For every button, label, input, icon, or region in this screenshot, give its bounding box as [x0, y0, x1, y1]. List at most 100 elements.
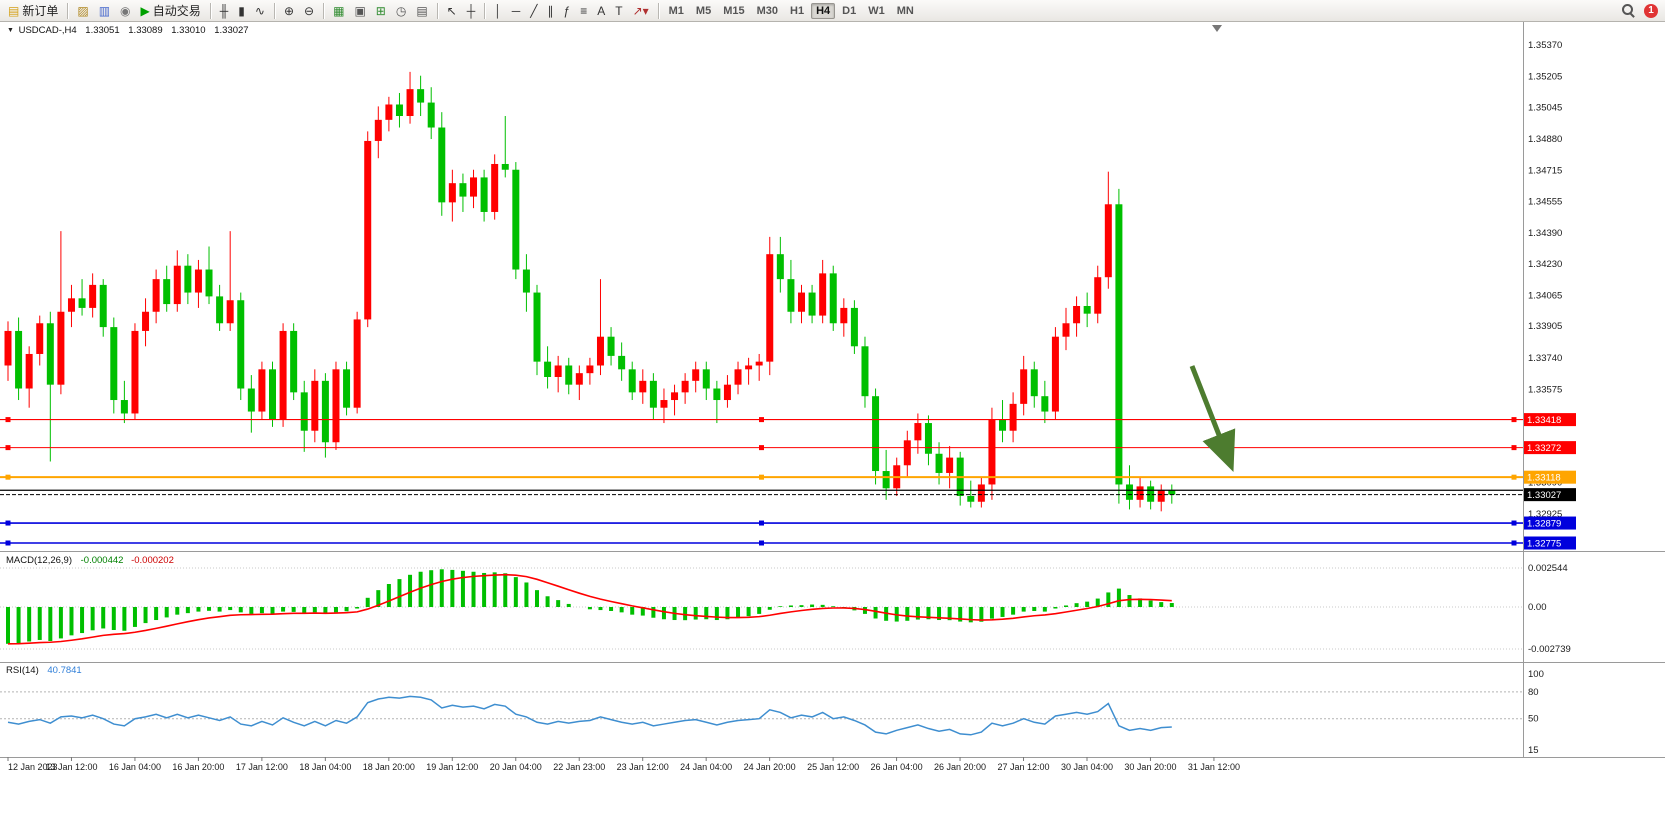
new-order-button-label: 新订单 [22, 4, 59, 18]
candlestick-chart-button[interactable]: ▮ [233, 0, 250, 21]
timeframe-m15-button[interactable]: M15 [723, 4, 745, 17]
chart-shift-marker [1212, 25, 1222, 32]
svg-text:27 Jan 12:00: 27 Jan 12:00 [997, 762, 1049, 772]
svg-text:20 Jan 04:00: 20 Jan 04:00 [490, 762, 542, 772]
line-handle[interactable] [1511, 520, 1517, 526]
rsi-name: RSI(14) [6, 665, 39, 676]
search-icon[interactable] [1621, 3, 1636, 18]
toolbar-separator [436, 2, 438, 19]
cursor-button[interactable]: ↖ [442, 0, 462, 21]
line-handle[interactable] [5, 540, 11, 546]
horizontal-line[interactable] [0, 417, 1523, 423]
horizontal-line-button[interactable]: ─ [507, 0, 526, 21]
channel-button[interactable]: ∥ [543, 0, 559, 21]
svg-text:-0.002739: -0.002739 [1528, 644, 1571, 655]
line-handle[interactable] [1511, 540, 1517, 546]
timeframe-d1-button[interactable]: D1 [842, 4, 857, 17]
svg-text:1.34230: 1.34230 [1528, 259, 1562, 270]
indicators-button[interactable]: ⊞ [371, 0, 391, 21]
line-handle[interactable] [759, 520, 764, 526]
vertical-line-button[interactable]: │ [489, 0, 507, 21]
cursor-icon: ↖ [446, 3, 457, 18]
crosshair-button[interactable]: ┼ [462, 0, 481, 21]
candles [4, 71, 1176, 512]
line-handle[interactable] [1511, 474, 1517, 480]
vertical-line-icon: │ [494, 3, 502, 18]
line-handle[interactable] [1511, 417, 1517, 423]
svg-text:18 Jan 04:00: 18 Jan 04:00 [299, 762, 351, 772]
indicators-icon: ⊞ [375, 3, 386, 18]
line-handle[interactable] [5, 417, 11, 423]
arrows-button[interactable]: ↗▾ [628, 0, 654, 21]
timeframe-mn-button[interactable]: MN [896, 4, 914, 17]
notification-badge[interactable]: 1 [1644, 3, 1658, 18]
layouts-button[interactable]: ▨ [72, 0, 93, 21]
horizontal-line[interactable] [0, 445, 1523, 451]
tile-windows-button[interactable]: ▦ [328, 0, 349, 21]
timeframe-m30-button[interactable]: M30 [756, 4, 779, 17]
down-arrow-annotation[interactable] [1189, 365, 1236, 472]
svg-text:1.35045: 1.35045 [1528, 102, 1562, 113]
fibonacci-button[interactable]: ƒ [559, 0, 576, 21]
line-handle[interactable] [759, 445, 764, 451]
channel-icon: ∥ [547, 3, 554, 18]
templates-button[interactable]: ▤ [411, 0, 432, 21]
navigator-icon: ◉ [120, 3, 131, 18]
horizontal-line[interactable] [0, 474, 1523, 480]
line-handle[interactable] [5, 520, 11, 526]
timeframe-h1-button[interactable]: H1 [790, 4, 805, 17]
new-order-button[interactable]: ▤ 新订单 [3, 0, 63, 21]
label-icon: T [615, 3, 623, 18]
svg-text:1.32775: 1.32775 [1527, 539, 1561, 550]
svg-text:0.00: 0.00 [1528, 602, 1547, 613]
navigator-button[interactable]: ◉ [115, 0, 135, 21]
trendline-button[interactable]: ╱ [525, 0, 542, 21]
horizontal-line[interactable] [0, 540, 1523, 546]
line-chart-button[interactable]: ∿ [250, 0, 270, 21]
new-chart-icon: ▣ [354, 3, 366, 18]
timeframe-w1-button[interactable]: W1 [868, 4, 885, 17]
svg-text:1.34715: 1.34715 [1528, 166, 1562, 177]
svg-text:1.32925: 1.32925 [1528, 509, 1562, 520]
timeframe-m1-button[interactable]: M1 [668, 4, 684, 17]
toolbar-separator [209, 2, 211, 19]
shapes-icon: ≡ [580, 3, 588, 18]
price-badge [1524, 516, 1576, 530]
zoom-out-icon: ⊖ [304, 3, 315, 18]
line-handle[interactable] [1511, 445, 1517, 451]
svg-text:1.33272: 1.33272 [1527, 443, 1561, 454]
svg-text:1.34390: 1.34390 [1528, 228, 1562, 239]
text-button[interactable]: A [592, 0, 610, 21]
tile-windows-icon: ▦ [333, 3, 345, 18]
bar-chart-button[interactable]: ╫ [215, 0, 234, 21]
line-handle[interactable] [759, 540, 764, 546]
new-chart-button[interactable]: ▣ [349, 0, 370, 21]
svg-text:26 Jan 04:00: 26 Jan 04:00 [871, 762, 923, 772]
timeframe-h4-button[interactable]: H4 [811, 2, 836, 19]
period-clock-button[interactable]: ◷ [391, 0, 411, 21]
svg-text:1.33027: 1.33027 [1527, 490, 1561, 501]
timeframe-m5-button[interactable]: M5 [695, 4, 712, 17]
line-handle[interactable] [5, 474, 11, 480]
line-handle[interactable] [759, 417, 764, 423]
svg-text:17 Jan 12:00: 17 Jan 12:00 [236, 762, 288, 772]
line-chart-icon: ∿ [254, 3, 265, 18]
svg-text:30 Jan 04:00: 30 Jan 04:00 [1061, 762, 1113, 772]
svg-text:12 Jan 2023: 12 Jan 2023 [8, 762, 58, 772]
horizontal-line[interactable] [0, 520, 1523, 526]
shapes-button[interactable]: ≡ [575, 0, 592, 21]
auto-trading-button[interactable]: ▶ 自动交易 [136, 0, 206, 21]
auto-trading-button-label: 自动交易 [152, 4, 201, 18]
svg-text:23 Jan 12:00: 23 Jan 12:00 [617, 762, 669, 772]
ohlc-toggle-icon[interactable]: ▼ [7, 27, 14, 34]
label-button[interactable]: T [610, 0, 627, 21]
svg-text:16 Jan 04:00: 16 Jan 04:00 [109, 762, 161, 772]
line-handle[interactable] [5, 445, 11, 451]
zoom-out-button[interactable]: ⊖ [299, 0, 319, 21]
line-handle[interactable] [759, 474, 764, 480]
market-watch-button[interactable]: ▥ [94, 0, 115, 21]
zoom-in-button[interactable]: ⊕ [279, 0, 299, 21]
svg-text:50: 50 [1528, 714, 1539, 725]
